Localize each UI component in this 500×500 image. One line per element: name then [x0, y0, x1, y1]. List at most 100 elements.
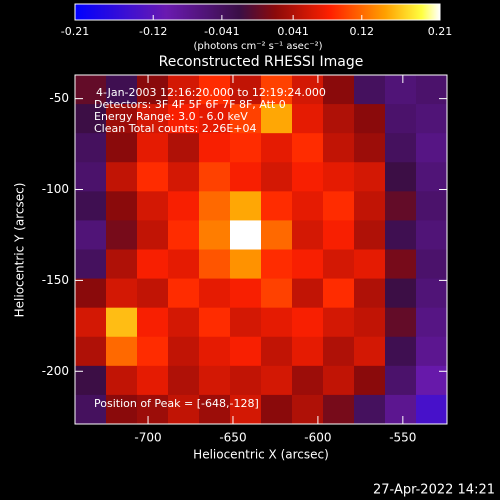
heat-cell — [168, 133, 200, 163]
heat-cell — [106, 249, 138, 280]
heat-cell — [292, 133, 324, 163]
heat-cell — [137, 336, 169, 367]
heat-cell — [292, 278, 324, 309]
heat-cell — [199, 336, 231, 367]
heat-cell — [385, 75, 417, 105]
heat-cell — [168, 75, 200, 105]
heat-cell — [292, 220, 324, 250]
heat-cell — [416, 191, 448, 221]
heat-cell — [199, 365, 231, 396]
heat-cell — [385, 162, 417, 192]
heat-cell — [137, 394, 169, 425]
colorbar-tick-label: 0.041 — [277, 25, 309, 38]
heat-cell — [354, 220, 386, 250]
heat-cell — [199, 133, 231, 163]
heat-cell — [75, 365, 107, 396]
heat-cell — [168, 220, 200, 250]
heat-cell — [323, 394, 355, 425]
heat-cell — [230, 307, 262, 338]
heat-cell — [106, 307, 138, 338]
heat-cell — [416, 162, 448, 192]
heat-cell — [137, 278, 169, 309]
heat-cell — [106, 336, 138, 367]
annotation: 4-Jan-2003 12:16:20.000 to 12:19:24.000 — [96, 86, 326, 99]
heat-cell — [168, 365, 200, 396]
heat-cell — [292, 191, 324, 221]
heat-cell — [261, 278, 293, 309]
heat-cell — [261, 394, 293, 425]
heat-cell — [354, 394, 386, 425]
heat-cell — [137, 162, 169, 192]
heat-cell — [168, 104, 200, 134]
heat-cell — [354, 104, 386, 134]
heat-cell — [261, 104, 293, 134]
heat-cell — [354, 133, 386, 163]
heat-cell — [168, 394, 200, 425]
heat-cell — [416, 249, 448, 280]
heat-cell — [261, 307, 293, 338]
heat-cell — [75, 191, 107, 221]
heat-cell — [230, 104, 262, 134]
heat-cell — [385, 336, 417, 367]
heat-cell — [106, 104, 138, 134]
heat-cell — [261, 365, 293, 396]
heat-cell — [354, 75, 386, 105]
heat-cell — [75, 249, 107, 280]
heat-cell — [199, 75, 231, 105]
heat-cell — [354, 191, 386, 221]
heat-cell — [230, 220, 262, 250]
heat-cell — [261, 162, 293, 192]
annotation: Energy Range: 3.0 - 6.0 keV — [94, 110, 248, 123]
heat-cell — [385, 394, 417, 425]
y-tick-label: -50 — [49, 91, 69, 105]
heat-cell — [292, 365, 324, 396]
heat-cell — [75, 336, 107, 367]
heat-cell — [354, 249, 386, 280]
x-tick-label: -650 — [219, 431, 246, 445]
heat-cell — [230, 75, 262, 105]
x-tick-label: -550 — [389, 431, 416, 445]
colorbar-tick-label: -0.21 — [61, 25, 89, 38]
heat-cell — [292, 307, 324, 338]
heat-cell — [106, 278, 138, 309]
heat-cell — [385, 191, 417, 221]
heat-cell — [354, 336, 386, 367]
heat-cell — [323, 220, 355, 250]
heat-cell — [75, 220, 107, 250]
heat-cell — [137, 191, 169, 221]
heat-cell — [354, 162, 386, 192]
heat-cell — [385, 220, 417, 250]
heat-cell — [292, 336, 324, 367]
heat-cell — [261, 75, 293, 105]
heat-cell — [292, 394, 324, 425]
heat-cell — [75, 278, 107, 309]
heat-cell — [75, 162, 107, 192]
heat-cell — [385, 104, 417, 134]
heat-cell — [230, 162, 262, 192]
heat-cell — [323, 104, 355, 134]
heat-cell — [323, 133, 355, 163]
heat-cell — [416, 133, 448, 163]
heat-cell — [199, 278, 231, 309]
heat-cell — [199, 104, 231, 134]
heat-cell — [416, 365, 448, 396]
heat-cell — [230, 278, 262, 309]
heat-cell — [199, 249, 231, 280]
heat-cell — [199, 394, 231, 425]
heat-cell — [75, 394, 107, 425]
heat-cell — [137, 220, 169, 250]
heat-cell — [323, 365, 355, 396]
heat-cell — [385, 249, 417, 280]
heat-cell — [137, 307, 169, 338]
heat-cell — [323, 336, 355, 367]
x-tick-label: -700 — [134, 431, 161, 445]
y-axis-label: Heliocentric Y (arcsec) — [13, 183, 27, 318]
heat-cell — [323, 191, 355, 221]
heat-cell — [137, 75, 169, 105]
x-axis-label: Heliocentric X (arcsec) — [193, 448, 329, 462]
heat-cell — [385, 133, 417, 163]
heat-cell — [75, 307, 107, 338]
heat-cell — [323, 307, 355, 338]
heat-cell — [106, 75, 138, 105]
